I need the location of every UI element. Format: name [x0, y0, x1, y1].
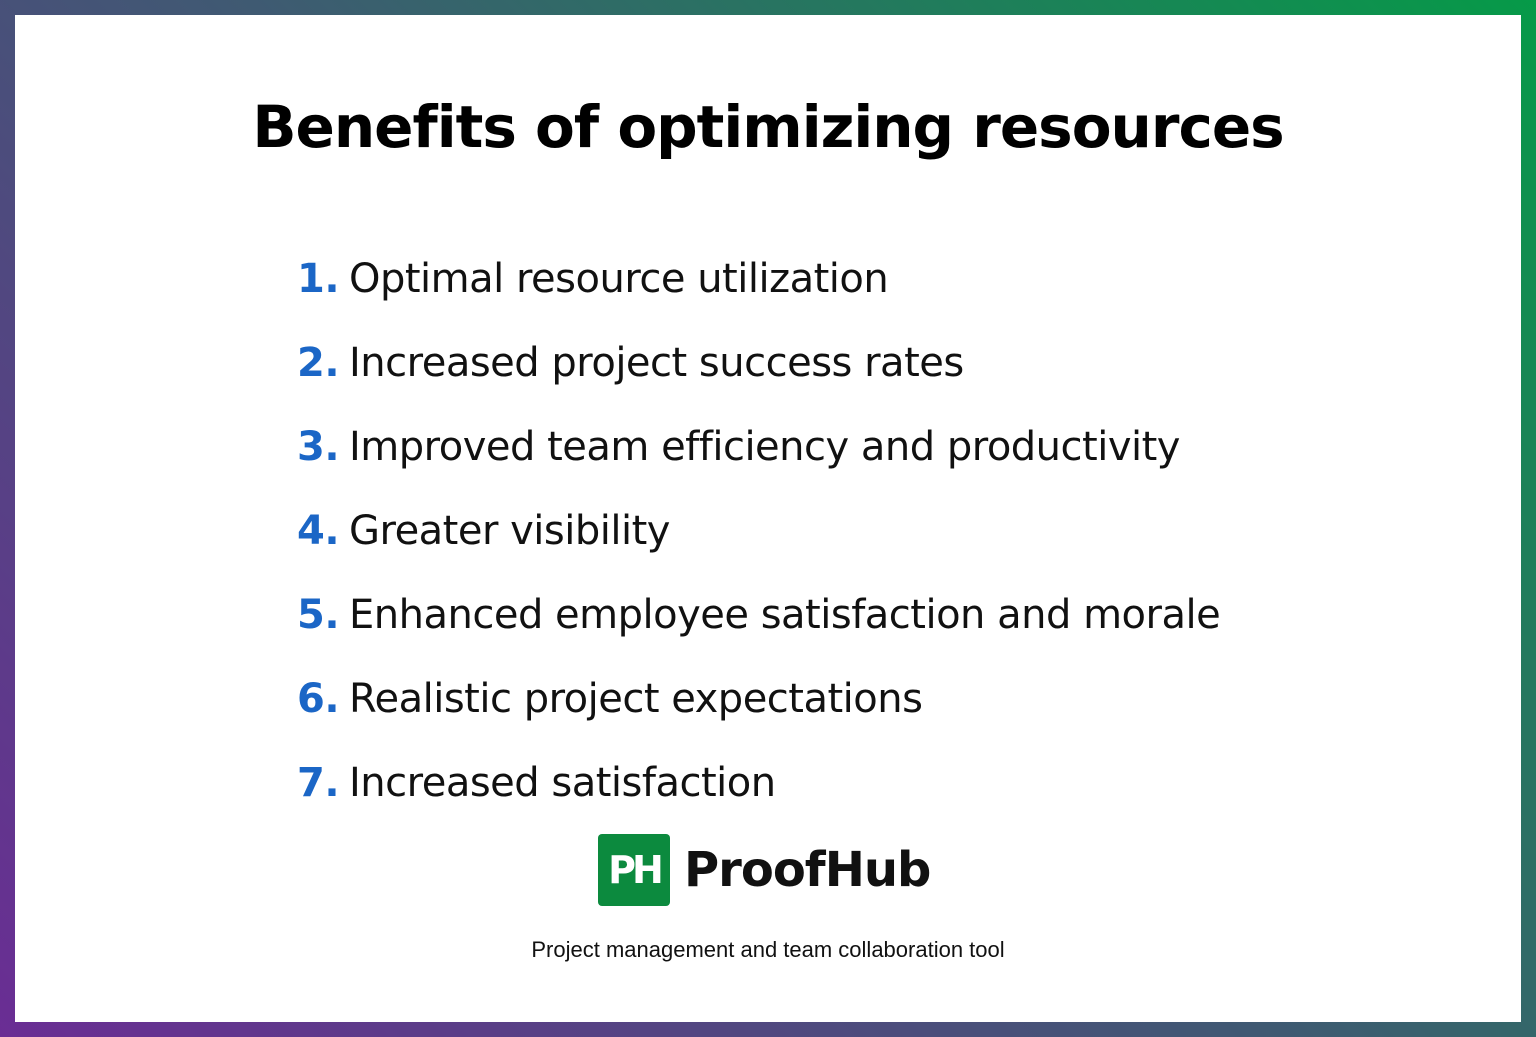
- item-label: Realistic project expectations: [349, 676, 923, 722]
- item-number: 7.: [297, 760, 340, 806]
- item-label: Increased satisfaction: [349, 760, 776, 806]
- item-number: 3.: [297, 424, 340, 470]
- item-label: Greater visibility: [349, 508, 670, 554]
- item-number: 1.: [297, 256, 340, 302]
- tagline: Project management and team collaboratio…: [531, 937, 1005, 962]
- item-label: Improved team efficiency and productivit…: [349, 424, 1180, 470]
- item-number: 2.: [297, 340, 340, 386]
- list-item: 2. Increased project success rates: [297, 321, 1220, 405]
- item-number: 5.: [297, 592, 340, 638]
- item-label: Optimal resource utilization: [349, 256, 889, 302]
- item-label: Increased project success rates: [349, 340, 964, 386]
- list-item: 5. Enhanced employee satisfaction and mor…: [297, 573, 1221, 657]
- list-item: 6. Realistic project expectations: [297, 657, 1220, 741]
- list-item: 7. Increased satisfaction: [297, 741, 1220, 825]
- list-item: 3. Improved team efficiency and productiv…: [297, 405, 1220, 489]
- benefits-list: 1. Optimal resource utilization 2. Increas…: [297, 237, 1221, 825]
- page-title: Benefits of optimizing resources: [252, 93, 1284, 161]
- item-number: 4.: [297, 508, 340, 554]
- logo-mark-icon: PH: [598, 834, 670, 906]
- list-item: 4. Greater visibility: [297, 489, 1220, 573]
- list-item: 1. Optimal resource utilization: [297, 237, 1220, 321]
- proofhub-logo: PH ProofHub: [598, 834, 931, 906]
- item-number: 6.: [297, 676, 340, 722]
- brand-name: ProofHub: [684, 842, 931, 898]
- content-card: Benefits of optimizing resources 1. Optim…: [15, 15, 1521, 1022]
- item-label: Enhanced employee satisfaction and moral…: [349, 592, 1221, 638]
